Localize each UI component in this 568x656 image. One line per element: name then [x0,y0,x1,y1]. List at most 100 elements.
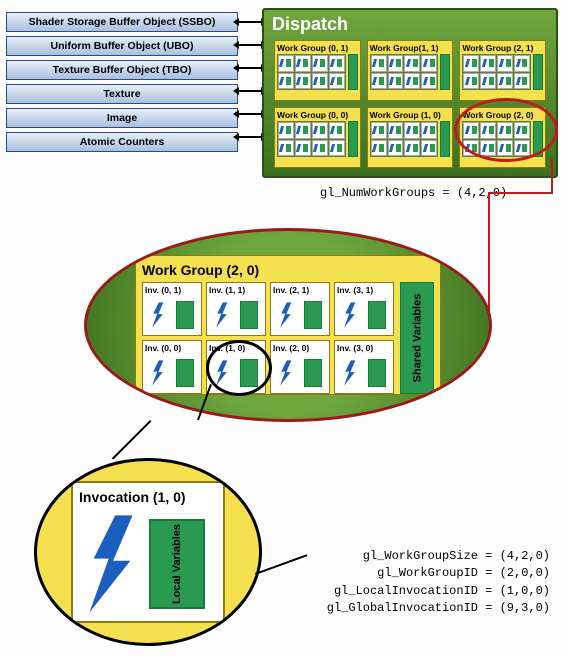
shared-var-mini [440,54,450,90]
invocation-label: Inv. (1, 0) [209,343,263,353]
workgroup-label: Work Group(1, 1) [370,43,451,53]
lightning-bolt-icon [85,515,139,613]
invocation-mini [388,140,404,157]
invocation-mini [463,122,479,139]
invocation-mini [278,122,294,139]
invocation-mini [371,55,387,72]
lightning-bolt-icon [151,360,165,386]
connector-red [490,192,553,194]
gl-workgroupid-label: gl_WorkGroupID = (2,0,0) [327,565,550,582]
buffer-list: Shader Storage Buffer Object (SSBO) Unif… [6,12,238,152]
invocation-mini [388,55,404,72]
invocation-mini [404,140,420,157]
invocation-mini [404,73,420,90]
connector-red [488,192,490,312]
lightning-bolt-icon [215,360,229,386]
invocation-mini [497,122,513,139]
buffer-atomic: Atomic Counters [6,132,238,152]
invocation-mini [278,55,294,72]
local-var-mini [368,301,386,329]
invocation-mini [371,73,387,90]
invocation-mini [329,73,345,90]
invocation-mini [514,122,530,139]
invocation-detail-title: Invocation (1, 0) [79,489,217,505]
invocation-tile: Inv. (1, 1) [206,282,266,336]
arrow-icon [238,113,262,115]
invocation-mini [421,140,437,157]
invocation-mini [421,55,437,72]
local-variables-label: Local Variables [171,523,183,603]
invocation-label: Inv. (0, 1) [145,285,199,295]
local-var-mini [176,301,194,329]
connector-black [112,420,152,460]
local-var-mini [176,359,194,387]
shared-variables-box: Shared Variables [400,282,434,394]
arrow-icon [238,44,262,46]
invocation-mini [463,140,479,157]
lightning-bolt-icon [343,302,357,328]
invocation-mini [329,55,345,72]
shared-var-mini [348,54,358,90]
gl-globalinvocationid-label: gl_GlobalInvocationID = (9,3,0) [327,600,550,617]
arrow-icon [238,90,262,92]
workgroup-tile: Work Group(1, 1) [367,40,454,101]
invocation-mini [404,122,420,139]
invocation-detail-panel: Invocation (1, 0) Local Variables [71,481,225,623]
workgroup-detail-title: Work Group (2, 0) [142,262,434,278]
local-var-mini [368,359,386,387]
num-workgroups-label: gl_NumWorkGroups = (4,2,0) [320,186,507,200]
invocation-detail-oval: Invocation (1, 0) Local Variables [34,458,262,646]
local-var-mini [304,301,322,329]
invocation-mini [312,140,328,157]
invocation-mini [329,140,345,157]
invocation-mini [497,55,513,72]
invocation-mini [312,73,328,90]
buffer-texture: Texture [6,84,238,104]
invocation-mini [463,73,479,90]
invocation-mini [278,140,294,157]
lightning-bolt-icon [343,360,357,386]
workgroup-tile: Work Group (0, 1) [274,40,361,101]
invocations-grid: Inv. (0, 1) Inv. (1, 1)Inv. (2, 1) Inv. (3… [142,282,394,394]
workgroup-label: Work Group (0, 1) [277,43,358,53]
gl-localinvocationid-label: gl_LocalInvocationID = (1,0,0) [327,583,550,600]
invocation-tile: Inv. (2, 1) [270,282,330,336]
invocation-mini [329,122,345,139]
buffer-ssbo: Shader Storage Buffer Object (SSBO) [6,12,238,32]
invocation-tile: Inv. (1, 0) [206,340,266,394]
invocation-mini [497,140,513,157]
workgroup-label: Work Group (2, 1) [462,43,543,53]
lightning-bolt-icon [279,360,293,386]
invocation-mini [295,140,311,157]
invocation-label: Inv. (2, 0) [273,343,327,353]
workgroup-label: Work Group (2, 0) [462,110,543,120]
invocation-mini [278,73,294,90]
invocation-mini [295,122,311,139]
local-var-mini [240,359,258,387]
workgroups-grid: Work Group (0, 1) Work Group(1, 1) Work Gr… [274,40,546,168]
invocation-label: Inv. (0, 0) [145,343,199,353]
invocation-label: Inv. (3, 1) [337,285,391,295]
local-variables-box: Local Variables [149,519,205,609]
workgroup-detail-body: Inv. (0, 1) Inv. (1, 1)Inv. (2, 1) Inv. (3… [142,282,434,394]
arrow-icon [238,21,262,23]
workgroup-label: Work Group (1, 0) [370,110,451,120]
dispatch-title: Dispatch [272,14,348,35]
lightning-bolt-icon [215,302,229,328]
invocation-mini [421,122,437,139]
workgroup-tile: Work Group (2, 0) [459,107,546,168]
arrow-icon [238,136,262,138]
invocation-tile: Inv. (2, 0) [270,340,330,394]
invocation-mini [463,55,479,72]
shared-variables-label: Shared Variables [411,294,423,383]
invocation-mini [371,122,387,139]
invocation-mini [404,55,420,72]
invocation-mini [421,73,437,90]
gl-workgroupsize-label: gl_WorkGroupSize = (4,2,0) [327,548,550,565]
shared-var-mini [348,121,358,157]
invocation-mini [388,73,404,90]
workgroup-detail-panel: Work Group (2, 0) Inv. (0, 1) Inv. (1, 1)… [135,255,441,395]
invocation-mini [480,73,496,90]
local-var-mini [240,301,258,329]
workgroup-tile: Work Group (2, 1) [459,40,546,101]
